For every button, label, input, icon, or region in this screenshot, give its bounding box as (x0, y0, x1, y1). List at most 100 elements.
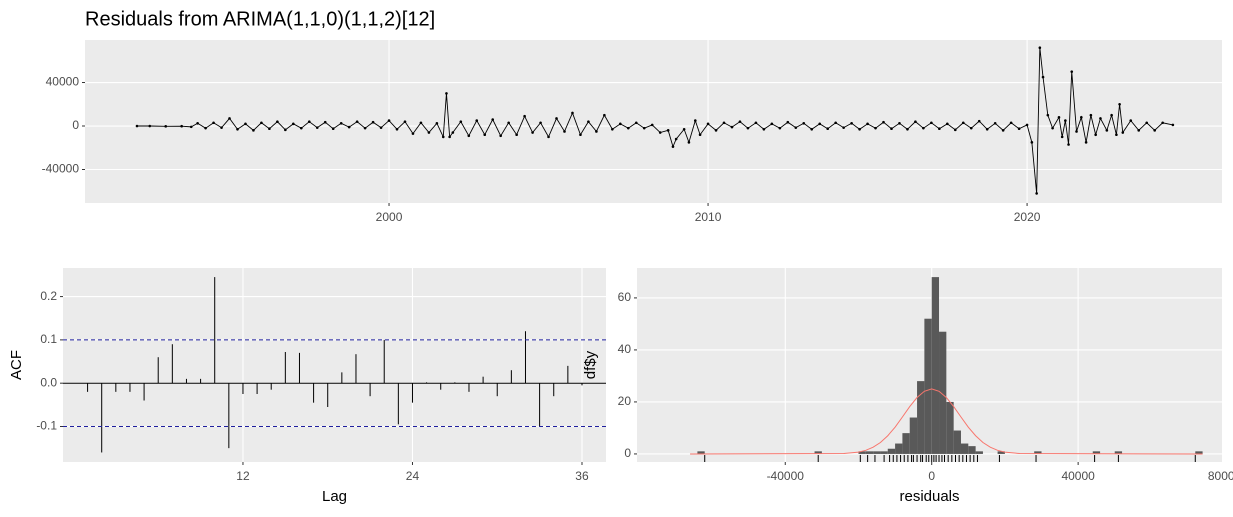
residual-point (220, 126, 223, 129)
residual-point (1041, 75, 1045, 79)
histogram-bar (1092, 451, 1101, 454)
residual-point (993, 121, 997, 125)
histogram-bar (873, 451, 881, 454)
residual-point (898, 121, 901, 125)
residual-point (441, 135, 445, 139)
residual-point (890, 127, 893, 131)
histogram-bar (880, 451, 888, 454)
residual-point (1115, 133, 1118, 137)
y-tick-label: 60 (618, 290, 632, 304)
y-tick-label: 0 (72, 118, 79, 132)
residual-point (579, 133, 582, 137)
residual-point (642, 126, 646, 130)
residual-point (1161, 121, 1164, 125)
residual-point (1038, 46, 1042, 50)
residual-point (515, 133, 518, 137)
residual-point (603, 113, 606, 117)
residual-point (491, 118, 495, 121)
histogram-bar (858, 451, 866, 454)
residual-point (1075, 130, 1078, 133)
histogram-bar (1195, 451, 1203, 454)
residual-point (650, 123, 654, 127)
residual-point (850, 121, 853, 125)
residual-point (427, 131, 431, 134)
residual-point (977, 119, 981, 123)
residual-point (786, 120, 790, 124)
residual-point (778, 126, 782, 130)
x-tick-label: 2000 (376, 210, 403, 224)
residual-point (1137, 129, 1141, 132)
histogram-bar (946, 401, 954, 454)
histogram-bar (917, 381, 925, 454)
y-tick-label: 40000 (46, 75, 80, 89)
residual-point (539, 121, 542, 125)
histogram-bar (814, 451, 822, 454)
histogram-bar (895, 443, 903, 454)
residual-point (961, 121, 965, 125)
histogram-bar (968, 446, 976, 454)
residual-point (595, 130, 598, 133)
residual-point (1094, 133, 1097, 137)
residual-point (634, 121, 638, 125)
residual-point (658, 131, 662, 134)
residual-point (252, 129, 255, 132)
residual-point (706, 122, 710, 126)
residual-point (547, 135, 550, 139)
residual-point (687, 141, 691, 144)
residual-point (276, 120, 279, 123)
histogram-bar (887, 448, 896, 454)
residual-point (403, 120, 407, 123)
y-tick-label: -0.1 (36, 419, 57, 433)
residual-point (419, 121, 423, 125)
residual-point (1121, 131, 1125, 134)
histogram-bar (1034, 451, 1042, 454)
histogram-bar (960, 443, 969, 454)
histogram-bar (909, 417, 918, 454)
residual-point (435, 121, 439, 125)
residual-point (164, 125, 168, 128)
residual-point (1118, 102, 1121, 106)
histogram-bar (865, 451, 874, 454)
x-tick-label: 40000 (1061, 469, 1095, 483)
residual-point (1145, 121, 1149, 125)
residual-point (395, 127, 399, 131)
residual-point (794, 126, 798, 129)
residual-point (1089, 113, 1093, 117)
residual-point (1070, 70, 1074, 73)
residual-point (619, 122, 622, 126)
y-tick-label: 0.1 (40, 332, 57, 346)
residual-point (587, 120, 590, 123)
y-tick-label: -40000 (42, 162, 80, 176)
residual-point (858, 127, 861, 131)
residual-point (531, 131, 534, 134)
residual-point (307, 120, 311, 123)
residual-point (459, 120, 463, 123)
residual-point (722, 121, 726, 125)
residual-point (299, 126, 303, 130)
residual-point (236, 127, 239, 131)
residual-point (922, 126, 925, 130)
residual-point (1084, 141, 1088, 144)
x-axis-title: Lag (322, 488, 347, 505)
x-tick-label: -40000 (767, 469, 805, 483)
residual-point (135, 124, 139, 128)
y-axis-title: df$y (582, 350, 599, 379)
panel-background (85, 40, 1222, 203)
residual-point (571, 111, 574, 115)
residual-point (467, 134, 471, 138)
residual-point (1030, 141, 1034, 144)
residual-point (866, 122, 869, 126)
residual-point (914, 120, 917, 123)
x-tick-label: 80000 (1208, 469, 1233, 483)
y-axis-title: ACF (8, 350, 25, 380)
residual-point (1009, 121, 1013, 125)
residual-point (666, 129, 670, 132)
residual-point (1110, 113, 1113, 117)
residual-point (204, 126, 207, 130)
residual-point (347, 125, 351, 129)
histogram-bar (697, 451, 705, 454)
residual-point (196, 121, 199, 125)
residual-point (260, 121, 263, 125)
